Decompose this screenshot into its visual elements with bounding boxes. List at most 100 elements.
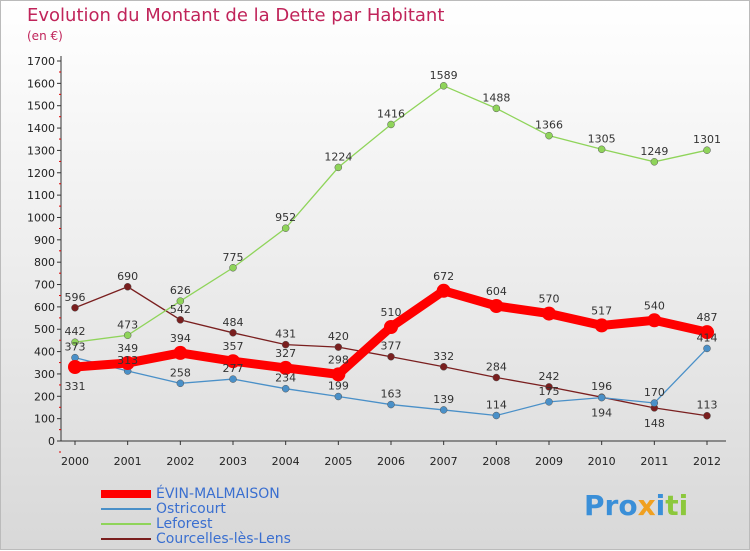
data-point	[545, 398, 553, 406]
data-point	[281, 340, 290, 349]
data-point	[229, 264, 237, 272]
y-tick-label: 1200	[27, 167, 55, 180]
data-label: 313	[117, 354, 138, 367]
data-point	[331, 367, 346, 382]
y-tick-label: 1000	[27, 211, 55, 224]
y-tick-label: 0	[48, 435, 55, 448]
y-tick-label: 700	[34, 279, 55, 292]
x-tick-label: 2011	[640, 455, 668, 468]
legend-swatch	[101, 523, 151, 525]
data-label: 349	[117, 342, 138, 355]
data-point	[176, 379, 185, 388]
data-label: 139	[433, 393, 454, 406]
chart-title: Evolution du Montant de la Dette par Hab…	[27, 5, 445, 26]
data-point	[281, 224, 290, 232]
y-tick-label: 1300	[27, 144, 55, 157]
x-tick-label: 2008	[482, 455, 510, 468]
data-label: 431	[275, 328, 296, 341]
data-label: 175	[539, 385, 560, 398]
data-point	[647, 313, 662, 328]
data-label: 327	[275, 347, 296, 360]
data-point	[334, 343, 343, 351]
data-point	[229, 375, 237, 383]
data-label: 672	[433, 270, 454, 283]
data-label: 194	[591, 407, 612, 420]
legend-item: Ostricourt	[101, 502, 226, 517]
data-point	[492, 104, 501, 113]
data-point	[492, 411, 501, 420]
x-tick-label: 2000	[61, 455, 89, 468]
y-tick-label: 200	[34, 390, 55, 403]
data-label: 775	[223, 251, 244, 264]
proxiti-logo: Proxiti	[584, 489, 689, 522]
data-point	[334, 163, 343, 172]
data-label: 394	[170, 332, 191, 345]
data-label: 596	[65, 291, 86, 304]
data-point	[176, 297, 185, 305]
data-point	[384, 320, 398, 334]
data-point	[597, 393, 606, 402]
legend-label: Courcelles-lès-Lens	[156, 531, 291, 547]
data-point	[173, 345, 188, 360]
data-point	[700, 325, 714, 340]
legend-item: Leforest	[101, 517, 213, 532]
data-point	[387, 400, 395, 409]
data-point	[703, 411, 711, 420]
y-tick-label: 500	[34, 323, 55, 336]
x-tick-label: 2006	[377, 455, 405, 468]
data-point	[650, 158, 659, 166]
y-tick-label: 300	[34, 368, 55, 381]
data-point	[123, 331, 132, 340]
data-label: 626	[170, 284, 191, 297]
data-label: 1416	[377, 107, 405, 120]
y-tick-label: 1500	[27, 100, 55, 113]
data-label: 331	[65, 380, 86, 393]
data-label: 517	[591, 304, 612, 317]
data-label: 199	[328, 380, 349, 393]
unit-label: (en €)	[27, 29, 63, 43]
data-label: 604	[486, 285, 507, 298]
y-tick-label: 1100	[27, 189, 55, 202]
data-label: 1249	[640, 145, 668, 158]
data-label: 484	[223, 316, 244, 329]
data-label: 377	[381, 340, 402, 353]
legend-item: Courcelles-lès-Lens	[101, 532, 291, 547]
x-tick-label: 2005	[324, 455, 352, 468]
data-label: 298	[328, 353, 349, 366]
data-point	[387, 352, 395, 361]
data-label: 420	[328, 330, 349, 343]
y-tick-label: 1700	[27, 55, 55, 68]
data-point	[334, 392, 343, 401]
data-point	[703, 344, 711, 353]
data-label: 196	[591, 380, 612, 393]
data-label: 414	[697, 331, 718, 344]
data-label: 1488	[482, 91, 510, 104]
data-point	[120, 355, 135, 370]
data-point	[545, 383, 553, 391]
data-label: 357	[223, 340, 244, 353]
data-label: 163	[381, 388, 402, 401]
x-tick-label: 2004	[272, 455, 300, 468]
data-point	[176, 316, 185, 324]
data-point	[68, 360, 82, 375]
data-label: 234	[275, 372, 296, 385]
data-label: 113	[697, 399, 718, 412]
data-label: 170	[644, 386, 665, 399]
y-tick-label: 1400	[27, 122, 55, 135]
data-point	[492, 373, 501, 382]
legend-swatch	[101, 538, 151, 540]
legend-label: Leforest	[156, 516, 213, 532]
data-point	[439, 363, 448, 371]
data-point	[597, 145, 606, 154]
legend-label: ÉVIN-MALMAISON	[156, 486, 280, 502]
y-tick-label: 1600	[27, 77, 55, 90]
data-label: 242	[539, 370, 560, 383]
data-point	[229, 329, 237, 337]
data-label: 284	[486, 361, 507, 374]
data-label: 1366	[535, 119, 563, 132]
data-label: 1301	[693, 133, 721, 146]
data-point	[439, 406, 448, 414]
x-tick-label: 2007	[430, 455, 458, 468]
